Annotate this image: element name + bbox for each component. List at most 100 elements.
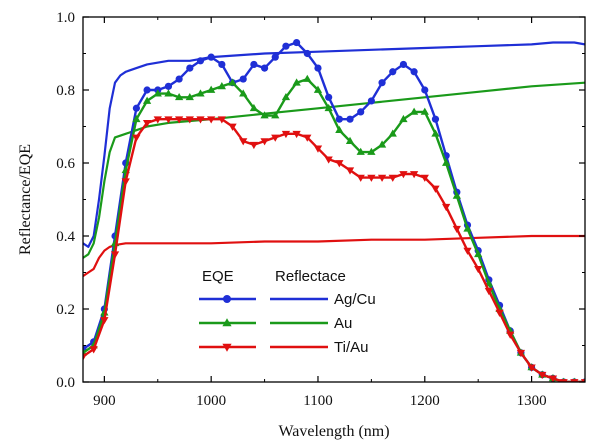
eqe-point-ag-cu: [335, 115, 343, 123]
eqe-point-ag-cu: [239, 75, 247, 83]
reflectance-line-ag-cu: [83, 41, 585, 248]
eqe-point-ti-au: [260, 138, 269, 146]
eqe-point-ti-au: [367, 174, 376, 182]
eqe-point-ti-au: [132, 134, 141, 142]
eqe-point-ag-cu: [314, 64, 322, 72]
eqe-point-ti-au: [217, 116, 226, 124]
eqe-point-ag-cu: [143, 86, 151, 94]
eqe-point-ti-au: [570, 379, 579, 382]
reflectance-line-au: [83, 81, 585, 259]
eqe-point-ti-au: [495, 309, 504, 317]
eqe-point-ag-cu: [357, 108, 365, 116]
eqe-point-au: [431, 129, 440, 137]
eqe-point-ti-au: [292, 130, 301, 139]
eqe-point-ti-au: [185, 116, 194, 124]
eqe-point-ti-au: [356, 174, 365, 182]
eqe-point-ti-au: [281, 130, 291, 139]
eqe-point-ti-au: [335, 160, 344, 168]
eqe-point-au: [324, 103, 333, 112]
eqe-point-au: [132, 114, 141, 123]
eqe-point-au: [164, 89, 173, 97]
x-tick-label: 1300: [517, 393, 547, 409]
eqe-point-au: [335, 125, 344, 134]
plot-area: [83, 38, 585, 382]
eqe-point-au: [356, 147, 365, 155]
x-tick-label: 1200: [410, 393, 440, 409]
eqe-point-ti-au: [303, 134, 312, 142]
eqe-point-ti-au: [345, 167, 355, 175]
x-tick-label: 900: [93, 393, 116, 409]
eqe-point-ag-cu: [250, 60, 258, 69]
eqe-point-ag-cu: [367, 97, 375, 105]
eqe-point-ti-au: [420, 174, 429, 182]
eqe-point-ti-au: [100, 317, 109, 325]
eqe-point-au: [281, 92, 291, 101]
eqe-point-ag-cu: [293, 38, 301, 47]
eqe-point-au: [207, 85, 216, 93]
eqe-point-ti-au: [516, 349, 526, 358]
eqe-point-ti-au: [164, 116, 173, 124]
eqe-point-ag-cu: [410, 68, 418, 76]
y-axis-title: Reflectance/EQE: [17, 144, 34, 255]
eqe-point-au: [292, 78, 301, 86]
eqe-point-ti-au: [442, 203, 451, 212]
eqe-point-ti-au: [527, 364, 536, 372]
eqe-point-au: [452, 191, 461, 199]
eqe-point-au: [185, 92, 194, 101]
legend-header-eqe: EQE: [202, 268, 234, 285]
x-tick-label: 1100: [303, 393, 332, 409]
eqe-point-ag-cu: [196, 57, 205, 65]
eqe-point-ti-au: [313, 145, 323, 153]
eqe-point-ti-au: [548, 375, 558, 382]
eqe-point-ti-au: [484, 287, 494, 296]
legend-label-ti-au: Ti/Au: [334, 339, 368, 356]
eqe-point-au: [474, 249, 483, 258]
eqe-point-ti-au: [452, 225, 461, 234]
eqe-point-au: [367, 147, 376, 155]
eqe-point-au: [409, 107, 419, 115]
y-tick-label: 1.0: [56, 10, 75, 26]
y-tick-label: 0.8: [56, 83, 75, 99]
eqe-point-ti-au: [89, 346, 98, 354]
eqe-point-ti-au: [399, 171, 408, 179]
eqe-point-au: [345, 136, 355, 144]
eqe-point-au: [142, 96, 152, 104]
eqe-point-ti-au: [538, 371, 547, 380]
eqe-point-au: [249, 103, 259, 112]
eqe-point-ag-cu: [421, 86, 429, 94]
eqe-point-ag-cu: [164, 82, 173, 90]
eqe-point-ag-cu: [132, 104, 141, 112]
y-tick-label: 0.4: [56, 229, 75, 245]
legend-label-ag-cu: Ag/Cu: [334, 291, 376, 308]
eqe-point-au: [388, 129, 397, 137]
eqe-point-ag-cu: [431, 115, 440, 123]
y-tick-label: 0.6: [56, 156, 75, 172]
legend-header-reflectance: Reflectace: [275, 268, 346, 285]
eqe-point-ti-au: [506, 331, 515, 339]
eqe-point-au: [153, 89, 162, 97]
eqe-point-au: [377, 140, 387, 148]
eqe-point-ag-cu: [346, 115, 354, 123]
eqe-point-ag-cu: [325, 93, 333, 101]
eqe-point-ti-au: [153, 116, 162, 124]
eqe-point-au: [313, 85, 323, 93]
eqe-point-ti-au: [83, 353, 88, 361]
eqe-point-ti-au: [324, 156, 333, 164]
eqe-point-au: [463, 224, 472, 232]
eqe-point-ag-cu: [260, 64, 269, 72]
eqe-point-au: [228, 78, 237, 86]
eqe-point-ag-cu: [389, 68, 397, 76]
eqe-point-ag-cu: [218, 60, 226, 69]
eqe-point-ti-au: [377, 174, 387, 182]
eqe-point-ag-cu: [282, 42, 290, 50]
y-tick-label: 0.2: [56, 302, 75, 318]
eqe-point-ag-cu: [271, 53, 279, 61]
eqe-point-ag-cu: [399, 60, 408, 69]
eqe-point-ti-au: [431, 185, 440, 193]
eqe-point-ti-au: [409, 171, 419, 179]
eqe-point-ti-au: [196, 116, 205, 124]
eqe-point-ag-cu: [175, 75, 183, 83]
eqe-point-ti-au: [110, 251, 120, 259]
